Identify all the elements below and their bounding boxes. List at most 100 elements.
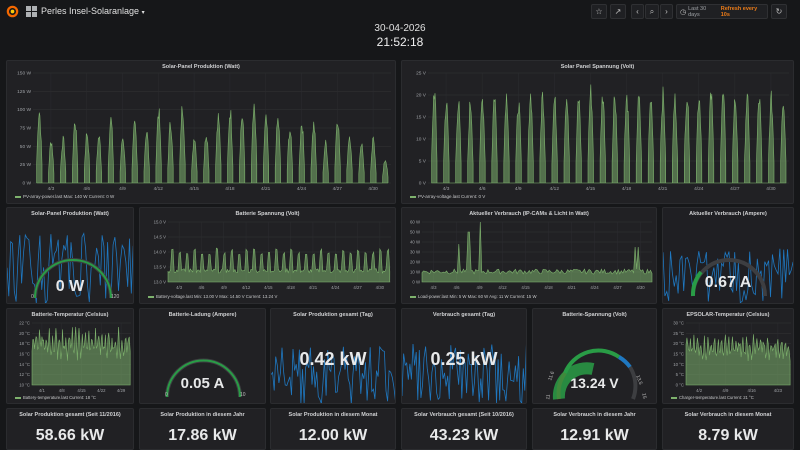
series-area	[36, 103, 389, 184]
panel-battery-charge[interactable]: Batterie-Ladung (Ampere) 0.05 A 0 10	[139, 308, 266, 404]
battery-voltage-chart: 13.0 V 13.5 V 14.0 V 14.5 V 15.0 V 4/3 4/6 4/9 4…	[154, 220, 391, 290]
panel-current-amp[interactable]: Aktueller Verbrauch (Ampere) 0.67 A	[662, 207, 794, 304]
y-tick-label: 20 °C	[673, 341, 684, 346]
series-area	[31, 326, 131, 386]
refresh-button[interactable]: ↻	[771, 4, 787, 19]
stat-value: 12.91 kW	[560, 427, 629, 444]
stat-value: 58.66 kW	[35, 427, 105, 444]
y-tick-label: 16 °C	[19, 352, 30, 357]
stat-value: 12.00 kW	[298, 427, 368, 444]
time-forward-button[interactable]: ›	[660, 4, 673, 19]
x-tick-label: 4/30	[376, 285, 385, 290]
x-tick-label: 4/9	[515, 186, 522, 192]
zoom-out-button[interactable]: ⌕	[645, 4, 659, 19]
panel-title: Aktueller Verbrauch (Ampere)	[689, 211, 767, 217]
panel-title: Solar Panel Spannung (Volt)	[560, 64, 635, 70]
x-tick-label: 4/9	[477, 285, 484, 290]
legend-text: Load-power.last Min: 5 W Max: 60 W Avg: …	[418, 294, 537, 299]
panel-gauge-pv[interactable]: Solar-Panel Produktion (Watt) 0 W 0 120	[6, 207, 134, 304]
dashboard-title[interactable]: Perles Insel-Solaranlage ▾	[41, 6, 145, 16]
panel-title: Batterie-Spannung (Volt)	[562, 312, 627, 318]
stat-value: 8.79 kW	[698, 427, 758, 444]
panel-stat-year-cons[interactable]: Solar Verbrauch in diesem Jahr 12.91 kW	[532, 408, 657, 450]
x-tick-label: 4/15	[189, 186, 199, 192]
y-tick-label: 10 W	[410, 270, 421, 275]
series-area	[167, 247, 391, 283]
panel-title: Solar Verbrauch in diesem Jahr	[553, 412, 636, 418]
time-picker[interactable]: ◷ Last 30 days Refresh every 10s	[676, 4, 768, 19]
pv-power-chart: 0 W 25 W 50 W 75 W 100 W 125 W 150 W 4/3 4/6 4/9 4…	[17, 71, 391, 192]
time-back-button[interactable]: ‹	[631, 4, 644, 19]
y-tick-label: 100 W	[17, 107, 31, 113]
chart-legend: Charger-temperature.last Current: 21 °C	[671, 395, 754, 400]
chevron-right-icon: ›	[665, 7, 668, 16]
share-icon: ↗	[614, 7, 622, 16]
gauge-max-label: 10	[240, 392, 246, 398]
panel-stat-total-prod[interactable]: Solar Produktion gesamt (Seit 11/2016) 5…	[6, 408, 134, 450]
y-tick-label: 5 V	[419, 159, 427, 165]
chart-legend: Battery-temperature.last Current: 18 °C	[15, 395, 96, 400]
y-tick-label: 20 °C	[19, 331, 30, 336]
time-range-label: Last 30 days	[688, 5, 707, 18]
panel-stat-month-prod[interactable]: Solar Produktion in diesem Monat 12.00 k…	[270, 408, 396, 450]
x-tick-label: 4/24	[590, 285, 599, 290]
stat-value: 0.42 kW	[299, 349, 367, 369]
x-tick-label: 4/12	[498, 285, 507, 290]
y-tick-label: 0 °C	[676, 383, 684, 388]
y-tick-label: 75 W	[20, 126, 32, 132]
x-tick-label: 4/15	[521, 285, 530, 290]
y-tick-label: 30 °C	[673, 321, 684, 326]
legend-text: PV-array-voltage.last Current: 0 V	[418, 194, 486, 199]
dashboards-grid-icon[interactable]	[26, 6, 37, 17]
series-area	[431, 84, 787, 184]
x-tick-label: 4/12	[154, 186, 164, 192]
y-tick-label: 50 W	[410, 230, 421, 235]
x-tick-label: 4/8	[59, 388, 66, 393]
grafana-logo-icon[interactable]	[6, 5, 19, 18]
y-tick-label: 125 W	[17, 89, 31, 95]
x-tick-label: 4/18	[544, 285, 553, 290]
panel-title: Batterie-Temperatur (Celsius)	[31, 312, 109, 318]
panel-battery-voltage[interactable]: Batterie Spannung (Volt) 13.0 V 13.5 V 14.…	[139, 207, 396, 304]
y-tick-label: 13.5 V	[154, 265, 167, 270]
y-tick-label: 12 °C	[19, 372, 30, 377]
x-tick-label: 4/6	[454, 285, 461, 290]
y-tick-label: 14 °C	[19, 362, 30, 367]
gauge-value: 0.05 A	[180, 375, 225, 392]
panel-stat-month-cons[interactable]: Solar Verbrauch in diesem Monat 8.79 kW	[662, 408, 794, 450]
panel-stat-year-prod[interactable]: Solar Produktion in diesem Jahr 17.86 kW	[139, 408, 266, 450]
y-tick-label: 10 °C	[19, 383, 30, 388]
panel-epsolar-temp[interactable]: EPSOLAR-Temperatur (Celsius) 0 °C 5 °C 10 …	[662, 308, 794, 404]
panel-stat-total-cons[interactable]: Solar Verbrauch gesamt (Seit 10/2016) 43…	[401, 408, 527, 450]
x-tick-label: 4/15	[264, 285, 273, 290]
top-navbar: Perles Insel-Solaranlage ▾ ☆ ↗ ‹ ⌕ › ◷ L…	[0, 0, 800, 24]
star-button[interactable]: ☆	[591, 4, 607, 19]
x-tick-label: 4/9	[119, 186, 126, 192]
x-tick-label: 4/21	[567, 285, 576, 290]
y-tick-label: 25 W	[20, 162, 32, 168]
panel-battery-v-gauge[interactable]: Batterie-Spannung (Volt) 11 11.6 13.5 15…	[532, 308, 657, 404]
cons-day-sparkline	[402, 343, 526, 403]
x-tick-label: 4/2	[696, 388, 703, 393]
panel-battery-temp[interactable]: Batterie-Temperatur (Celsius) 10 °C 12 °C…	[6, 308, 134, 404]
legend-text: Charger-temperature.last Current: 21 °C	[679, 395, 754, 400]
legend-text: PV-array-power.last Max: 140 W Current: …	[23, 194, 115, 199]
panel-title: Solar-Panel Produktion (Watt)	[162, 64, 240, 70]
y-tick-label: 60 W	[410, 220, 421, 225]
panel-load[interactable]: Aktueller Verbrauch (IP-CAMs & Licht in …	[401, 207, 657, 304]
pv-gauge	[33, 258, 113, 299]
x-tick-label: 4/3	[176, 285, 183, 290]
y-tick-label: 0 V	[419, 181, 427, 187]
share-button[interactable]: ↗	[610, 4, 626, 19]
panel-prod-day[interactable]: Solar Produktion gesamt (Tag) 0.42 kW	[270, 308, 396, 404]
x-tick-label: 4/12	[550, 186, 560, 192]
y-tick-label: 0 W	[412, 280, 421, 285]
panel-cons-day[interactable]: Verbrauch gesamt (Tag) 0.25 kW	[401, 308, 527, 404]
y-tick-label: 18 °C	[19, 341, 30, 346]
panel-title: Solar Verbrauch gesamt (Seit 10/2016)	[414, 412, 514, 418]
x-tick-label: 4/24	[694, 186, 704, 192]
panel-pv-power[interactable]: Solar-Panel Produktion (Watt) 0 W 25 W 50 …	[6, 60, 396, 204]
panel-pv-voltage[interactable]: Solar Panel Spannung (Volt) 0 V 5 V 10 V 15…	[401, 60, 794, 204]
chart-legend: Load-power.last Min: 5 W Max: 60 W Avg: …	[410, 294, 537, 299]
chart-legend: PV-array-voltage.last Current: 0 V	[410, 194, 485, 199]
